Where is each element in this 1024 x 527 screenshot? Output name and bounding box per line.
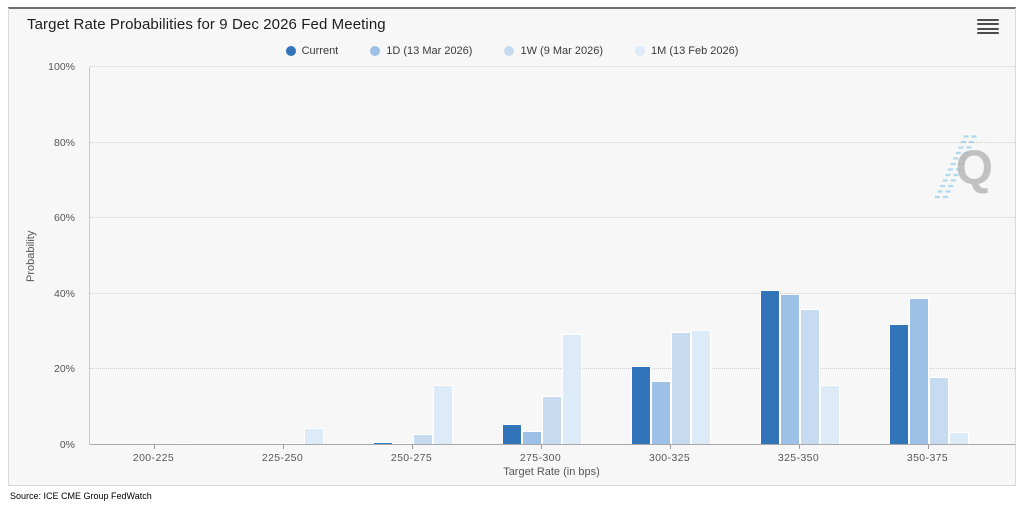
bar-group-225-250 [219, 428, 348, 445]
x-tick-275-300 [476, 445, 605, 449]
bar-1m-325-350[interactable] [819, 384, 840, 445]
legend-dot-1w [504, 46, 515, 56]
legend-dot-current [285, 46, 296, 56]
bar-1m-250-275[interactable] [432, 384, 453, 445]
bar-1d-275-300[interactable] [521, 431, 542, 445]
legend-item-1m[interactable]: 1M (13 Feb 2026) [635, 45, 738, 57]
x-tick-label-250-275: 250-275 [390, 452, 433, 464]
gridline-40 [90, 292, 1015, 294]
fedwatch-chart-widget: Target Rate Probabilities for 9 Dec 2026… [8, 7, 1016, 486]
bar-1m-275-300[interactable] [561, 333, 582, 445]
y-tick-label-60: 60% [53, 212, 75, 225]
x-tick-label-350-375: 350-375 [906, 452, 949, 464]
x-tick-label-300-325: 300-325 [648, 452, 691, 464]
bar-1d-300-325[interactable] [650, 380, 671, 445]
y-axis-tick-labels: 0% 20% 40% 60% 80% 100% [9, 61, 81, 451]
bar-1m-225-250[interactable] [303, 428, 324, 445]
chart-legend: Current 1D (13 Mar 2026) 1W (9 Mar 2026)… [9, 45, 1015, 57]
bar-group-275-300 [477, 333, 606, 445]
chart-title: Target Rate Probabilities for 9 Dec 2026… [27, 16, 386, 33]
bar-1d-325-350[interactable] [779, 293, 800, 445]
x-tick-label-275-300: 275-300 [519, 452, 562, 464]
gridline-100 [90, 66, 1015, 67]
x-tick-350-375 [863, 445, 992, 449]
x-tick-200-225 [89, 445, 218, 449]
hamburger-icon [977, 23, 999, 26]
bar-groups [90, 67, 1015, 445]
bar-current-275-300[interactable] [501, 424, 522, 445]
x-tick-label-325-350: 325-350 [777, 452, 820, 464]
bar-1w-250-275[interactable] [412, 433, 433, 445]
bar-current-300-325[interactable] [630, 365, 651, 445]
x-axis-title: Target Rate (in bps) [503, 466, 600, 478]
bar-1d-350-375[interactable] [908, 297, 929, 445]
bar-1w-225-250[interactable] [283, 442, 304, 445]
bar-1m-200-225[interactable] [174, 442, 195, 445]
legend-label: 1M (13 Feb 2026) [651, 45, 739, 57]
legend-dot-1d [370, 46, 381, 56]
x-axis-ticks [89, 445, 1014, 449]
legend-dot-1m [635, 46, 645, 56]
x-tick-300-325 [605, 445, 734, 449]
legend-label: 1D (13 Mar 2026) [386, 45, 473, 57]
x-tick-250-275 [347, 445, 476, 449]
gridline-20 [90, 368, 1015, 370]
y-tick-label-100: 100% [48, 61, 75, 73]
y-tick-label-80: 80% [53, 136, 75, 149]
chart-context-menu-button[interactable] [977, 19, 999, 34]
y-tick-label-0: 0% [59, 439, 75, 451]
x-tick-label-225-250: 225-250 [261, 452, 304, 464]
bar-1m-300-325[interactable] [690, 329, 711, 445]
legend-label: 1W (9 Mar 2026) [520, 45, 603, 57]
x-tick-225-250 [218, 445, 347, 449]
plot-area: Q [89, 66, 1015, 445]
legend-label: Current [301, 45, 339, 57]
x-axis-line [90, 444, 1015, 445]
legend-item-1d[interactable]: 1D (13 Mar 2026) [370, 45, 472, 57]
hamburger-icon [977, 27, 999, 30]
bar-current-325-350[interactable] [759, 290, 780, 445]
x-tick-325-350 [734, 445, 863, 449]
hamburger-icon [977, 19, 999, 21]
bar-group-200-225 [90, 442, 219, 445]
bar-current-350-375[interactable] [888, 324, 909, 445]
gridline-60 [90, 217, 1015, 219]
x-axis-tick-labels: 200-225 225-250 250-275 275-300 300-325 325-3… [89, 452, 1014, 464]
bar-1w-350-375[interactable] [928, 376, 949, 445]
gridline-80 [90, 141, 1015, 143]
bar-group-300-325 [606, 329, 735, 445]
bar-1m-350-375[interactable] [948, 431, 969, 445]
bar-group-350-375 [864, 297, 993, 445]
y-tick-label-20: 20% [53, 363, 75, 376]
bar-group-250-275 [348, 384, 477, 445]
source-note: Source: ICE CME Group FedWatch [10, 491, 152, 501]
bar-1w-275-300[interactable] [541, 395, 562, 445]
bar-current-250-275[interactable] [372, 441, 393, 445]
bar-1w-325-350[interactable] [799, 308, 820, 445]
legend-item-current[interactable]: Current [285, 45, 339, 57]
y-tick-label-40: 40% [53, 287, 75, 300]
bar-1w-300-325[interactable] [670, 331, 691, 445]
x-tick-label-200-225: 200-225 [132, 452, 175, 464]
bar-group-325-350 [735, 290, 864, 445]
hamburger-icon [977, 31, 999, 34]
legend-item-1w[interactable]: 1W (9 Mar 2026) [504, 45, 603, 57]
